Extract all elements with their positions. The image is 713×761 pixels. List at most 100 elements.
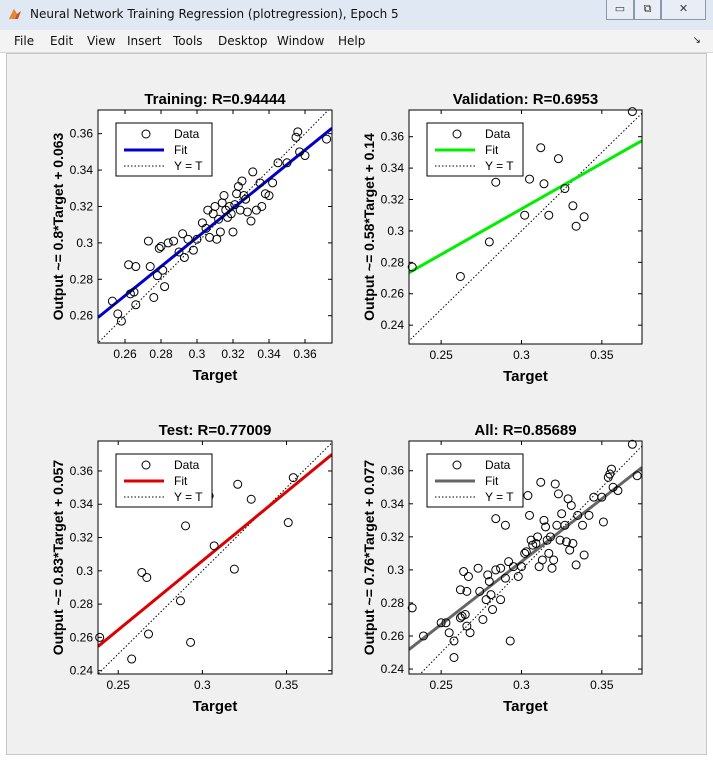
training-ytick-label: 0.34 [70,163,94,177]
all-xtick-label: 0.3 [513,678,530,692]
all-data-point [496,563,506,573]
training-data-point [174,247,184,257]
validation-legend-identity-label: Y = T [485,159,514,173]
all-data-point [632,471,642,481]
training-ylabel: Output ~= 0.8*Target + 0.063 [50,132,66,320]
test-legend-identity-label: Y = T [174,490,203,504]
menu-tools[interactable]: Tools [173,34,203,48]
test-data-point [127,654,137,664]
menu-bar: File Edit View Insert Tools Desktop Wind… [0,30,713,53]
all-data-point [613,486,623,496]
figure-area: Training: R=0.94444 Target Output ~= 0.8*T… [6,53,707,755]
validation-data-point [455,271,465,281]
test-axes-frame [97,440,333,675]
all-data-point [533,532,543,542]
validation-axes-frame [408,109,643,345]
all-data-point [491,565,501,575]
close-button[interactable]: ✕ [661,0,706,20]
all-data-point [608,482,618,492]
test-legend-data-label: Data [174,458,200,472]
training-legend-fit-label: Fit [174,143,188,157]
validation-plot-area [409,112,642,342]
training-data-point [322,134,332,144]
training-xtick-label: 0.28 [149,347,173,361]
training-xlabel: Target [193,367,238,384]
validation-xtick-label: 0.3 [513,348,530,362]
test-data-point [229,564,239,574]
test-legend-data-marker [141,460,151,470]
validation-xtick-label: 0.35 [590,348,614,362]
minimize-button[interactable]: ▭ [606,0,634,20]
menu-edit[interactable]: Edit [50,34,74,48]
all-data-point [531,538,541,548]
training-data-point [107,296,117,306]
training-data-point [268,178,278,188]
all-xlabel: Target [503,698,548,715]
training-data-point [282,158,292,168]
menu-help[interactable]: Help [338,34,366,48]
all-data-point [407,603,417,613]
all-data-point [505,636,515,646]
dock-arrow-icon[interactable]: ↘ [692,35,701,46]
training-data-point [248,167,258,177]
all-data-point [555,535,565,545]
validation-ytick-label: 0.28 [381,255,405,269]
all-data-point [449,652,459,662]
all-data-point [553,489,563,499]
menu-desktop[interactable]: Desktop [218,34,268,48]
all-ytick-label: 0.36 [381,464,405,478]
all-data-point [579,550,589,560]
training-xtick-label: 0.3 [189,347,206,361]
menu-file[interactable]: File [14,34,35,48]
training-data-point [215,227,225,237]
validation-data-point [539,179,549,189]
validation-data-point [484,237,494,247]
validation-legend-data-marker [452,129,462,139]
test-data-point [137,567,147,577]
all-ytick-label: 0.24 [381,662,405,676]
maximize-button[interactable]: ⧉ [634,0,661,20]
all-data-point [441,618,451,628]
training-data-point [273,158,283,168]
training-axes-frame [97,109,333,344]
all-legend-identity-label: Y = T [485,490,514,504]
test-ytick-label: 0.28 [70,597,94,611]
training-xtick-label: 0.32 [221,347,245,361]
test-data-point [233,479,243,489]
all-data-point [513,572,523,582]
validation-data-point [525,174,535,184]
training-ytick-label: 0.26 [70,309,94,323]
training-legend-data-marker [141,129,151,139]
training-data-point [113,309,123,319]
validation-ytick-label: 0.36 [381,130,405,144]
all-data-point [488,605,498,615]
all-data-point [481,595,491,605]
validation-data-point [491,177,501,187]
all-data-point [598,517,608,527]
training-data-point [143,236,153,246]
menu-insert[interactable]: Insert [127,34,162,48]
all-title: All: R=0.85689 [474,422,576,439]
menu-window[interactable]: Window [277,34,325,48]
test-legend-fit-label: Fit [174,474,188,488]
all-data-point [486,590,496,600]
training-data-point [116,316,126,326]
menu-view[interactable]: View [87,34,116,48]
training-data-point [228,227,238,237]
training-data-point [241,194,251,204]
training-plot-area [98,110,332,343]
all-data-point [473,563,483,573]
validation-ytick-label: 0.24 [381,318,405,332]
test-data-point [181,521,191,531]
test-ytick-label: 0.26 [70,630,94,644]
training-data-point [264,191,274,201]
validation-data-point [544,210,554,220]
training-xtick-label: 0.36 [293,347,317,361]
validation-data-point [536,143,546,153]
validation-legend-data-label: Data [485,127,511,141]
all-ytick-label: 0.26 [381,629,405,643]
all-legend-data-label: Data [485,458,511,472]
validation-ylabel: Output ~= 0.58*Target + 0.14 [361,133,377,321]
test-ylabel: Output ~= 0.83*Target + 0.057 [50,460,66,656]
training-data-point [293,127,303,137]
